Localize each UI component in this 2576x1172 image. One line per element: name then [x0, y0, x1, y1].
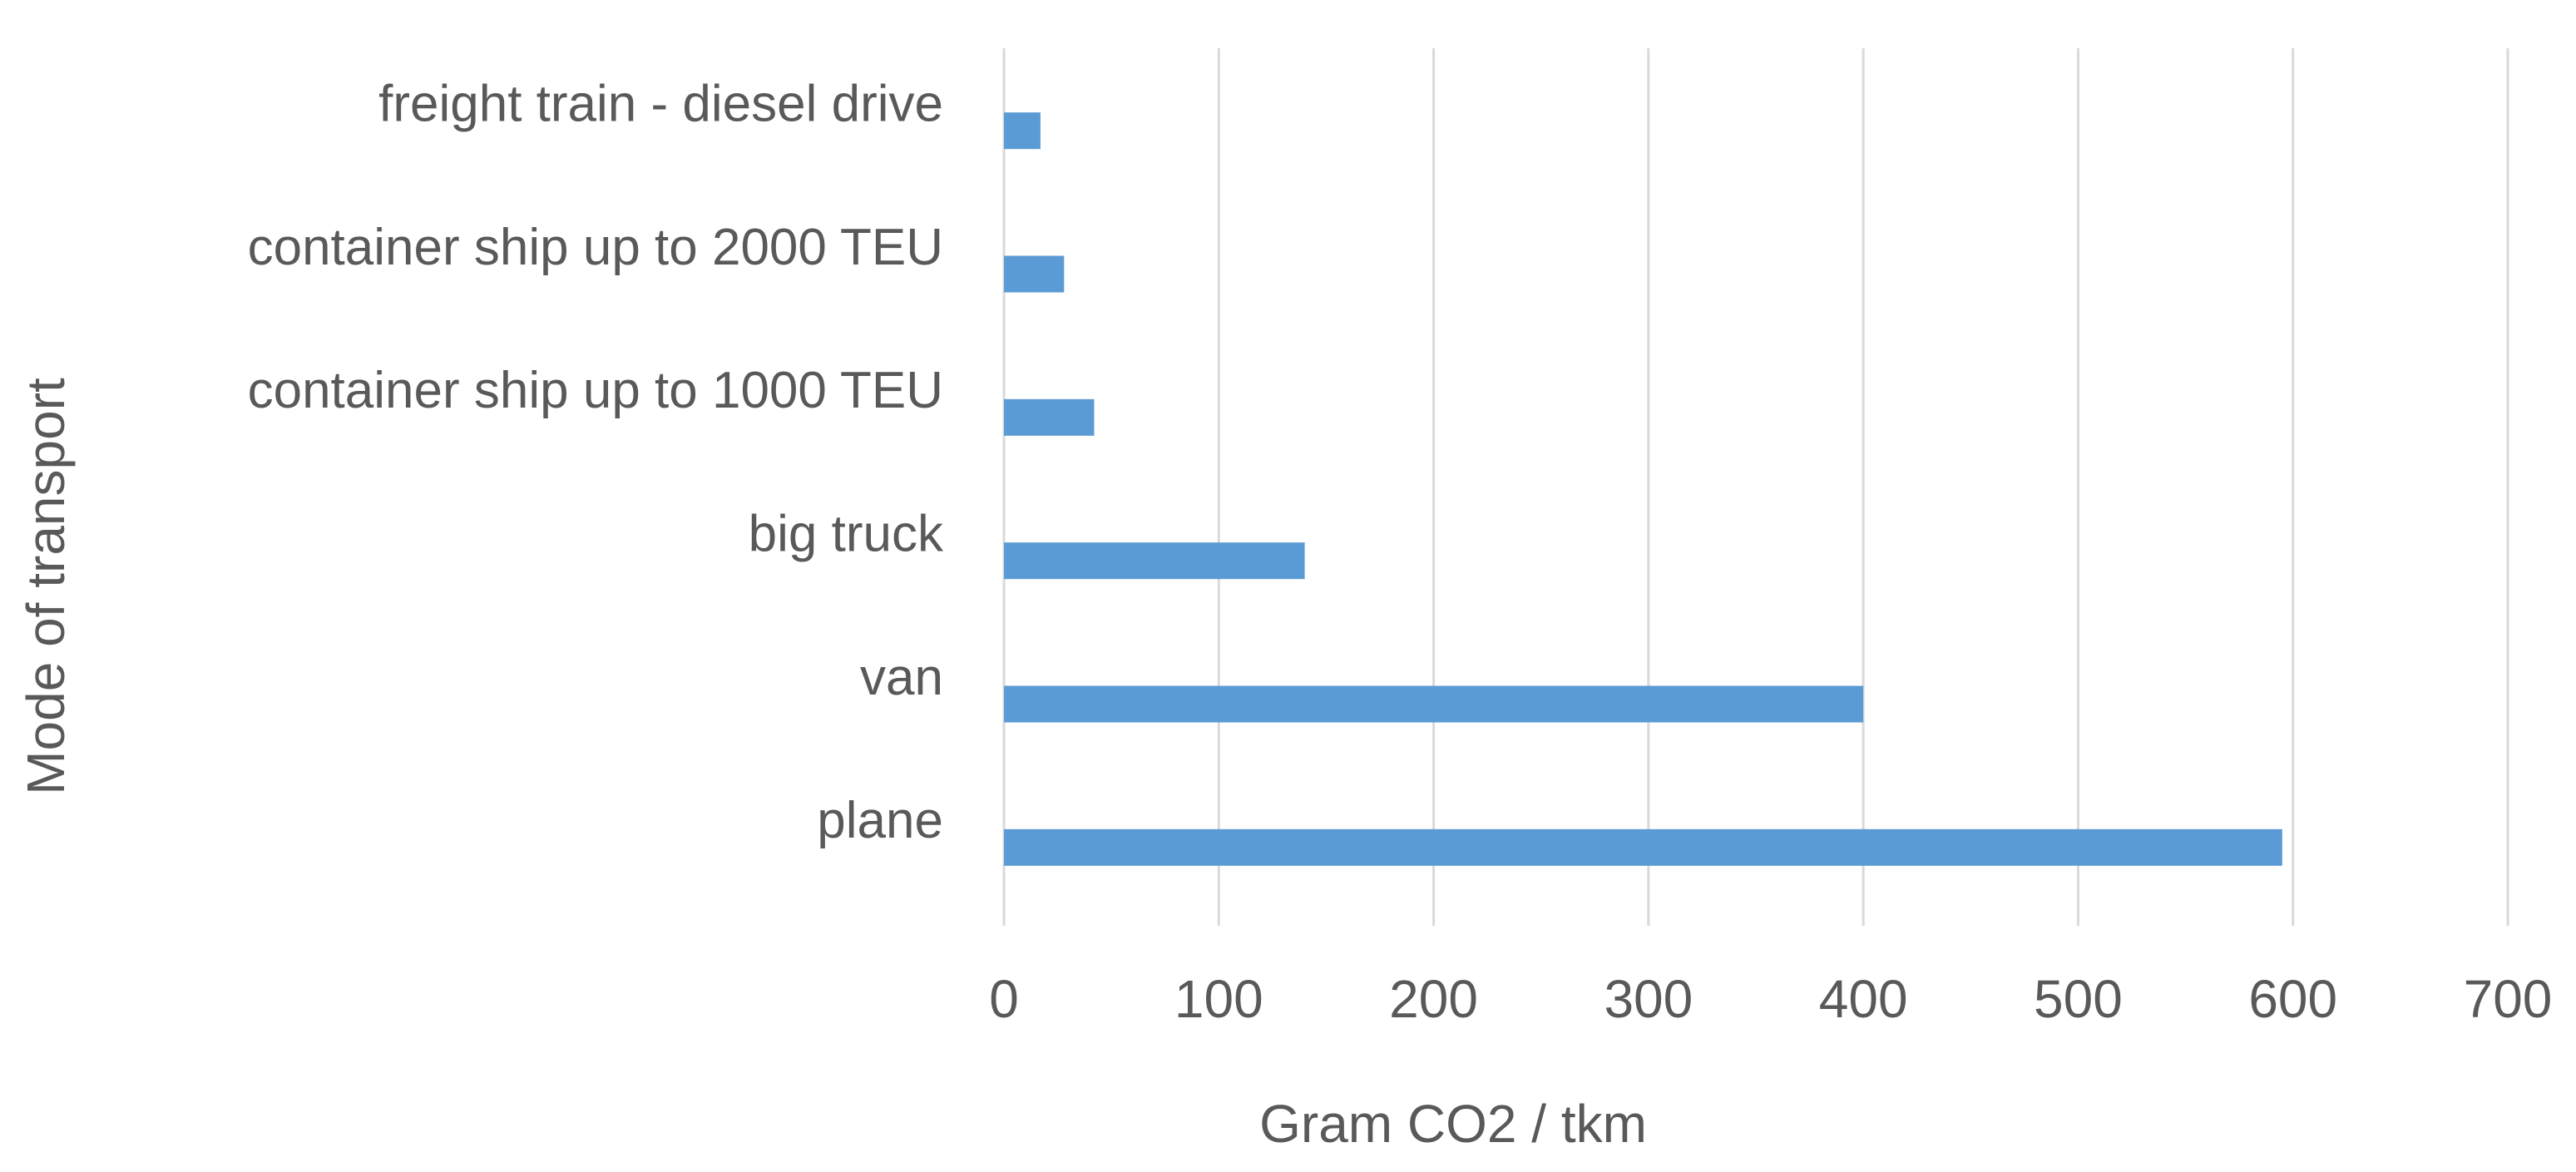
y-tick-label: freight train - diesel drive: [378, 76, 943, 133]
bar: [1004, 828, 2282, 866]
bar: [1004, 112, 1041, 150]
bar: [1004, 398, 1095, 436]
x-tick-label: 600: [2248, 969, 2337, 1029]
y-tick-label: big truck: [749, 506, 944, 563]
x-tick-label: 100: [1174, 969, 1263, 1029]
x-tick-label: 0: [989, 969, 1019, 1029]
x-tick-label: 500: [2034, 969, 2123, 1029]
x-tick-label: 300: [1604, 969, 1693, 1029]
y-tick-label: van: [860, 649, 943, 706]
bar: [1004, 685, 1864, 723]
y-axis-title: Mode of transport: [16, 378, 76, 795]
x-tick-label: 200: [1389, 969, 1478, 1029]
x-axis-title: Gram CO2 / tkm: [1259, 1094, 1647, 1154]
y-tick-label: container ship up to 2000 TEU: [248, 219, 943, 276]
y-tick-label: plane: [817, 792, 943, 849]
bar: [1004, 255, 1065, 293]
x-tick-label: 700: [2464, 969, 2553, 1029]
y-tick-label: container ship up to 1000 TEU: [248, 362, 943, 419]
x-tick-label: 400: [1819, 969, 1908, 1029]
bar: [1004, 542, 1305, 580]
